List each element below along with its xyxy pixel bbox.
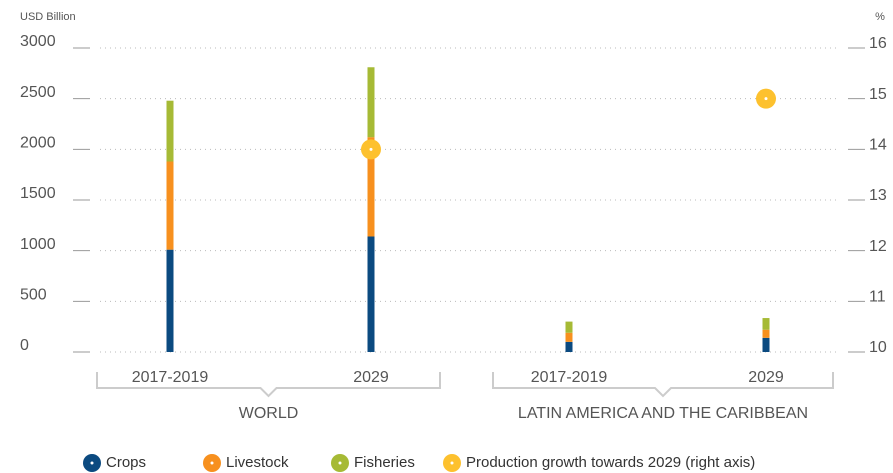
group-label: LATIN AMERICA AND THE CARIBBEAN — [518, 405, 808, 422]
y2-tick-label: 14 — [869, 137, 887, 154]
y2-tick-label: 12 — [869, 238, 887, 255]
legend-marker-center — [210, 461, 214, 465]
legend-marker-center — [90, 461, 94, 465]
legend-marker-center — [450, 461, 454, 465]
y2-tick-label: 16 — [869, 35, 887, 52]
x-tick-label: 2029 — [748, 369, 784, 386]
bar-segment — [367, 137, 375, 237]
x-tick-label: 2029 — [353, 369, 389, 386]
bar-segment — [565, 341, 573, 352]
y-tick-label: 1500 — [20, 185, 56, 202]
legend-marker-center — [338, 461, 342, 465]
bar-segment — [166, 249, 174, 352]
y-tick-label: 2500 — [20, 84, 56, 101]
y2-axis-label: % — [875, 11, 885, 23]
y2-tick-label: 15 — [869, 86, 887, 103]
y-tick-label: 3000 — [20, 33, 56, 50]
group-label: WORLD — [239, 405, 299, 422]
bar-segment — [565, 332, 573, 342]
bar-segment — [166, 161, 174, 250]
point-center — [369, 147, 373, 151]
y-axis-label: USD Billion — [20, 11, 76, 23]
y2-tick-label: 11 — [869, 289, 886, 306]
bar-segment — [565, 321, 573, 333]
x-tick-label: 2017-2019 — [531, 369, 608, 386]
x-tick-label: 2017-2019 — [132, 369, 209, 386]
bar-segment — [166, 100, 174, 162]
point-center — [764, 97, 768, 101]
bar-segment — [762, 329, 770, 338]
y2-tick-label: 10 — [869, 339, 887, 356]
y-tick-label: 500 — [20, 287, 47, 304]
y-tick-label: 2000 — [20, 135, 56, 152]
bar-segment — [367, 67, 375, 138]
bar-segment — [762, 318, 770, 330]
y-tick-label: 1000 — [20, 236, 56, 253]
bar-segment — [762, 337, 770, 352]
group-bracket — [492, 372, 834, 398]
legend-label: Production growth towards 2029 (right ax… — [466, 454, 755, 471]
group-bracket — [96, 372, 441, 398]
bar-segment — [367, 236, 375, 352]
y2-tick-label: 13 — [869, 187, 887, 204]
y-tick-label: 0 — [20, 337, 29, 354]
legend-label: Livestock — [226, 454, 289, 471]
legend-label: Crops — [106, 454, 146, 471]
legend-label: Fisheries — [354, 454, 415, 471]
